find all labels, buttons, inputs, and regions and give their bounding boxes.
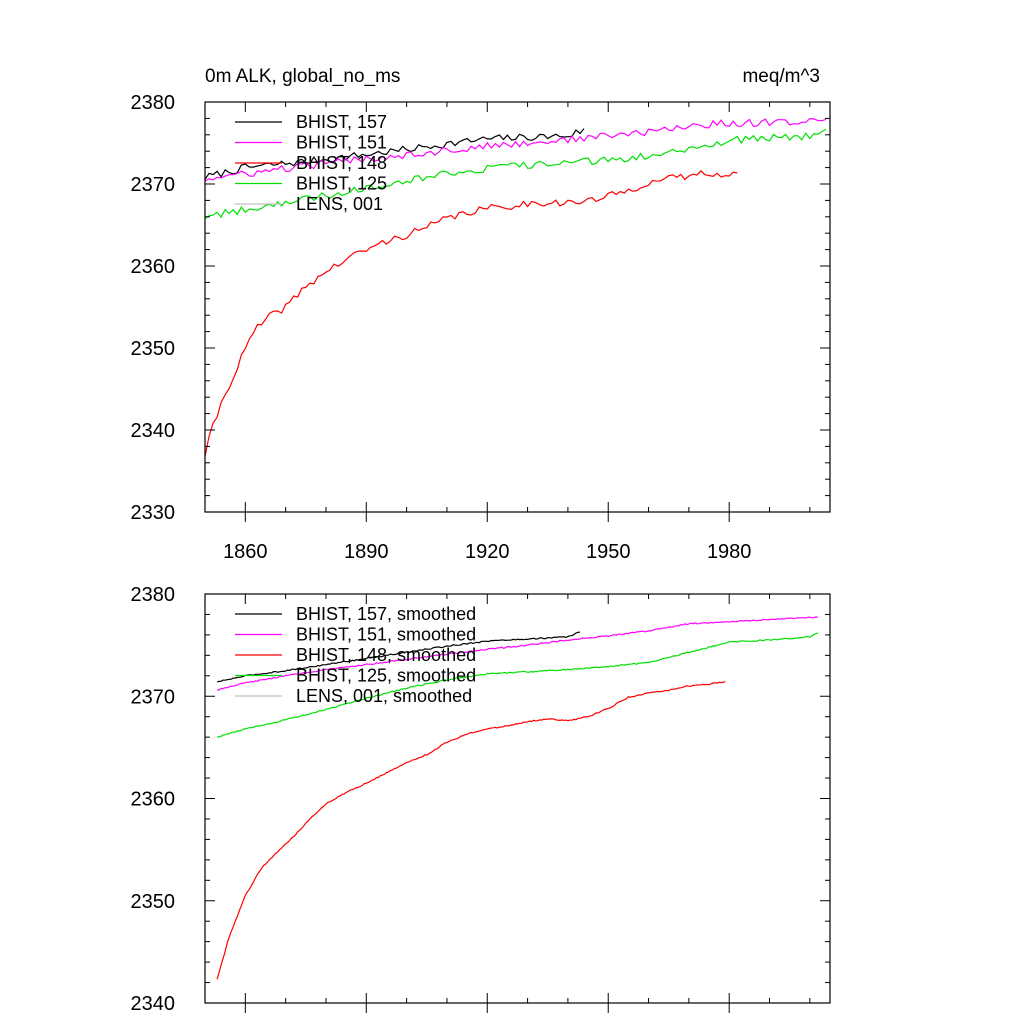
series-line-4 <box>217 632 819 738</box>
legend-label-3: BHIST, 148 <box>296 153 387 173</box>
series-line-3 <box>204 170 738 457</box>
chart-title: 0m ALK, global_no_ms <box>205 66 400 87</box>
series-line-3 <box>216 680 726 980</box>
x-tick-label: 1950 <box>586 541 631 563</box>
y-tick-label: 2330 <box>131 502 176 524</box>
x-tick-label: 1860 <box>223 541 268 563</box>
y-tick-label: 2370 <box>131 174 176 196</box>
y-tick-label: 2370 <box>131 686 176 708</box>
x-tick-label: 1890 <box>344 541 389 563</box>
legend-label-3: BHIST, 148, smoothed <box>296 645 476 665</box>
y-tick-label: 2340 <box>131 420 176 442</box>
units-label: meq/m^3 <box>742 66 820 87</box>
y-tick-label: 2380 <box>131 584 176 606</box>
legend-label-2: BHIST, 151 <box>296 133 387 153</box>
y-tick-label: 2350 <box>131 338 176 360</box>
bottom-panel: 2340 2350 2360 2370 2380 BHIST, 157, smoothed… <box>131 584 831 1015</box>
series-line-1 <box>216 631 581 683</box>
y-tick-label: 2360 <box>131 256 176 278</box>
legend-label-4: BHIST, 125 <box>296 174 387 194</box>
legend-label-5: LENS, 001 <box>296 194 383 214</box>
series-layer <box>204 117 827 457</box>
y-tick-label: 2360 <box>131 789 176 811</box>
x-tick-label: 1980 <box>707 541 752 563</box>
plot-frame <box>204 101 831 513</box>
series-line-4 <box>204 128 827 220</box>
legend-label-1: BHIST, 157, smoothed <box>296 604 476 624</box>
y-tick-label: 2340 <box>131 993 176 1015</box>
series-line-2 <box>204 117 827 182</box>
series-layer <box>216 616 819 980</box>
legend-label-2: BHIST, 151, smoothed <box>296 625 476 645</box>
y-tick-label: 2380 <box>131 92 176 114</box>
top-panel: 0m ALK, global_no_ms meq/m^3 2330 2340 2350 2… <box>131 66 831 563</box>
legend-label-4: BHIST, 125, smoothed <box>296 666 476 686</box>
x-tick-label: 1920 <box>465 541 510 563</box>
legend-label-1: BHIST, 157 <box>296 112 387 132</box>
legend-label-5: LENS, 001, smoothed <box>296 686 472 706</box>
y-tick-label: 2350 <box>131 891 176 913</box>
series-line-2 <box>217 616 818 691</box>
